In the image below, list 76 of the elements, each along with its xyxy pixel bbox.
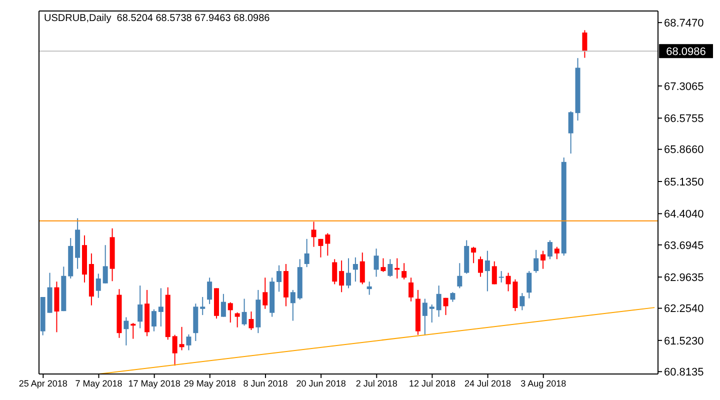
x-tick-label: 20 Jun 2018	[296, 378, 346, 388]
candlestick	[179, 326, 184, 351]
candlestick	[332, 258, 338, 285]
y-tick-label: 61.5230	[664, 335, 704, 348]
candlestick	[151, 308, 156, 332]
candlestick	[380, 258, 386, 272]
y-tick-label: 65.1350	[664, 176, 704, 188]
y-tick-label: 65.8660	[664, 144, 704, 156]
candlestick	[402, 262, 407, 280]
candlestick	[408, 277, 414, 302]
candlestick	[207, 277, 212, 305]
candlestick	[172, 334, 178, 366]
candlestick	[547, 240, 552, 260]
y-tick-label: 62.9635	[664, 272, 704, 284]
candlestick	[339, 260, 344, 293]
candlestick	[220, 293, 226, 318]
candlestick	[582, 30, 588, 58]
candlestick	[422, 298, 428, 336]
candlestick	[492, 260, 497, 285]
candlestick	[318, 238, 324, 258]
candlestick	[158, 288, 164, 327]
candlestick	[325, 232, 330, 256]
chart-title: USDRUB,Daily 68.5204 68.5738 67.9463 68.0986	[44, 13, 270, 24]
candlestick	[484, 250, 490, 292]
candlestick	[102, 244, 108, 284]
x-tick-label: 2 Jul 2018	[356, 378, 398, 388]
candlestick	[554, 246, 560, 260]
candlestick	[242, 298, 247, 326]
x-tick-label: 7 May 2018	[75, 378, 122, 388]
y-tick-label: 66.5755	[664, 113, 704, 126]
x-tick-label: 12 Jul 2018	[408, 378, 456, 388]
x-tick-label: 8 Jun 2018	[243, 378, 288, 388]
candlestick	[520, 292, 525, 311]
candlestick	[457, 262, 462, 289]
candlestick	[498, 270, 504, 283]
x-tick-label: 17 May 2018	[128, 378, 180, 388]
candlestick	[450, 292, 456, 302]
candlestick	[138, 285, 143, 329]
y-tick-label: 64.4040	[664, 208, 704, 221]
candlestick	[366, 281, 372, 296]
candlestick	[540, 250, 546, 270]
x-tick-label: 29 May 2018	[184, 378, 236, 388]
candlestick	[429, 304, 434, 324]
candlestick	[436, 285, 442, 318]
candlestick	[304, 238, 310, 268]
candlestick	[186, 334, 192, 351]
y-tick-label: 60.8135	[664, 366, 704, 379]
x-tick-label: 3 Aug 2018	[520, 378, 566, 388]
candlestick	[248, 311, 254, 330]
candlestick	[346, 258, 351, 289]
candlestick	[526, 270, 532, 299]
y-tick-label: 68.7470	[664, 17, 704, 30]
candlestick	[478, 256, 483, 278]
candlestick	[96, 273, 101, 298]
candlestick	[352, 256, 358, 282]
candlestick	[388, 258, 393, 278]
candlestick	[290, 289, 296, 322]
x-tick-label: 24 Jul 2018	[464, 378, 512, 388]
ref-line-label: 68.0986	[666, 46, 706, 58]
y-tick-label: 67.3065	[664, 80, 704, 93]
candlestick	[534, 249, 539, 274]
candlestick	[568, 110, 574, 154]
candlestick	[360, 252, 365, 285]
candlestick	[471, 246, 476, 264]
candlestick	[124, 316, 129, 346]
y-tick-label: 62.2540	[664, 303, 704, 316]
candlestick	[228, 302, 233, 324]
candlestick	[262, 277, 268, 310]
x-tick-label: 25 Apr 2018	[18, 378, 68, 388]
y-tick-label: 63.6945	[664, 240, 704, 252]
candlestick	[443, 297, 448, 316]
candlestick	[234, 312, 240, 328]
candlestick	[200, 296, 206, 316]
candlestick	[374, 248, 379, 278]
candlestick	[311, 221, 316, 248]
candlestick	[276, 264, 282, 292]
